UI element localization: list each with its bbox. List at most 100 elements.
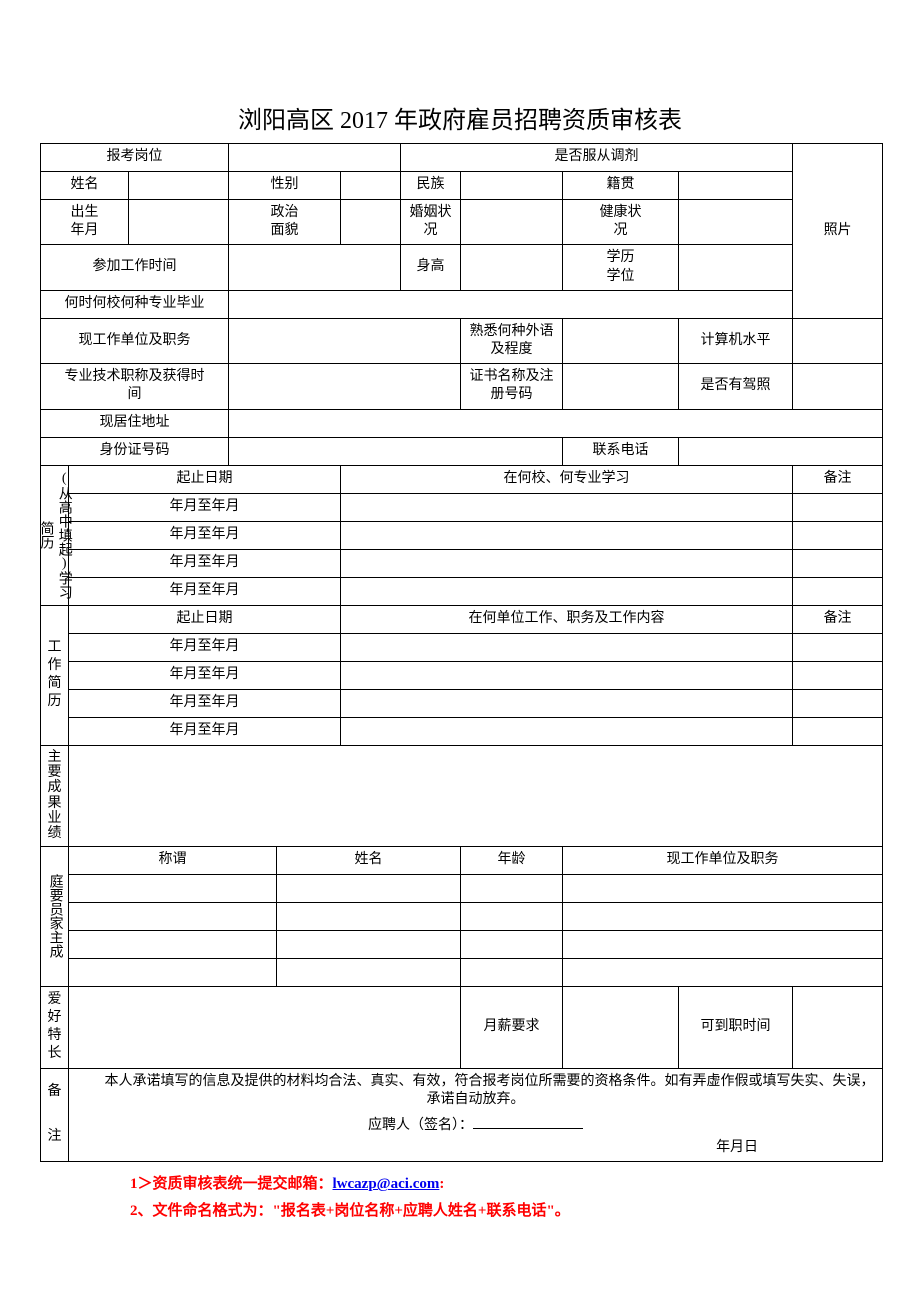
label-foreign-lang: 熟悉何种外语 及程度	[461, 318, 563, 363]
remarks-text: 本人承诺填写的信息及提供的材料均合法、真实、有效，符合报考岗位所需要的资格条件。…	[73, 1073, 878, 1109]
edu-row-where[interactable]	[341, 493, 793, 521]
field-id-no[interactable]	[229, 437, 563, 465]
edu-row-where[interactable]	[341, 549, 793, 577]
fam-row-name[interactable]	[277, 874, 461, 902]
field-current-unit[interactable]	[229, 318, 461, 363]
edu-row-period[interactable]: 年月至年月	[69, 521, 341, 549]
edu-header-remark: 备注	[793, 465, 883, 493]
edu-row-period[interactable]: 年月至年月	[69, 493, 341, 521]
label-id-no: 身份证号码	[41, 437, 229, 465]
label-obey-transfer: 是否服从调剂	[401, 144, 793, 172]
field-achievement[interactable]	[69, 745, 883, 846]
work-row-remark[interactable]	[793, 689, 883, 717]
label-current-unit: 现工作单位及职务	[41, 318, 229, 363]
label-achievement: 主要 成果 业绩	[41, 745, 69, 846]
fam-row-unit[interactable]	[563, 902, 883, 930]
label-salary: 月薪要求	[461, 986, 563, 1068]
work-row-where[interactable]	[341, 661, 793, 689]
page-title: 浏阳高区 2017 年政府雇员招聘资质审核表	[40, 100, 880, 135]
field-phone[interactable]	[679, 437, 883, 465]
signature-blank[interactable]	[473, 1115, 583, 1129]
fam-header-age: 年龄	[461, 846, 563, 874]
label-political: 政治 面貌	[229, 200, 341, 245]
label-grad-info: 何时何校何种专业毕业	[41, 290, 229, 318]
field-address[interactable]	[229, 409, 883, 437]
fam-row-name[interactable]	[277, 930, 461, 958]
fam-header-unit: 现工作单位及职务	[563, 846, 883, 874]
label-remarks: 备 注	[41, 1068, 69, 1162]
field-edu-degree[interactable]	[679, 245, 793, 290]
work-row-where[interactable]	[341, 633, 793, 661]
fam-row-name[interactable]	[277, 958, 461, 986]
edu-row-remark[interactable]	[793, 493, 883, 521]
fam-row-unit[interactable]	[563, 930, 883, 958]
edu-row-remark[interactable]	[793, 521, 883, 549]
work-row-period[interactable]: 年月至年月	[69, 633, 341, 661]
label-birth: 出生 年月	[41, 200, 129, 245]
edu-header-where: 在何校、何专业学习	[341, 465, 793, 493]
field-birth[interactable]	[129, 200, 229, 245]
work-row-remark[interactable]	[793, 661, 883, 689]
email-link[interactable]: lwcazp@aci.com	[333, 1176, 440, 1192]
fam-row-rel[interactable]	[69, 902, 277, 930]
field-pro-title[interactable]	[229, 364, 461, 409]
field-political[interactable]	[341, 200, 401, 245]
field-drive-license[interactable]	[793, 364, 883, 409]
field-native-place[interactable]	[679, 172, 793, 200]
fam-row-rel[interactable]	[69, 958, 277, 986]
field-hobby[interactable]	[69, 986, 461, 1068]
label-height: 身高	[401, 245, 461, 290]
work-row-where[interactable]	[341, 717, 793, 745]
field-cert[interactable]	[563, 364, 679, 409]
work-header-period: 起止日期	[69, 605, 341, 633]
work-row-period[interactable]: 年月至年月	[69, 689, 341, 717]
edu-row-where[interactable]	[341, 521, 793, 549]
work-row-period[interactable]: 年月至年月	[69, 661, 341, 689]
fam-row-age[interactable]	[461, 930, 563, 958]
field-gender[interactable]	[341, 172, 401, 200]
field-apply-position[interactable]	[229, 144, 401, 172]
footnote-1-prefix: 1＞资质审核表统一提交邮箱：	[130, 1176, 333, 1192]
field-name[interactable]	[129, 172, 229, 200]
label-marital: 婚姻状 况	[401, 200, 461, 245]
application-form-table: 报考岗位 是否服从调剂 照片 姓名 性别 民族 籍贯 出生 年月 政治 面貌 婚…	[40, 143, 883, 1162]
edu-header-period: 起止日期	[69, 465, 341, 493]
field-avail[interactable]	[793, 986, 883, 1068]
field-health[interactable]	[679, 200, 793, 245]
field-height[interactable]	[461, 245, 563, 290]
work-row-where[interactable]	[341, 689, 793, 717]
field-salary[interactable]	[563, 986, 679, 1068]
edu-row-where[interactable]	[341, 577, 793, 605]
work-row-remark[interactable]	[793, 633, 883, 661]
label-cert: 证书名称及注 册号码	[461, 364, 563, 409]
fam-row-unit[interactable]	[563, 874, 883, 902]
field-grad-info[interactable]	[229, 290, 793, 318]
date-stub: 年月日	[73, 1139, 878, 1157]
edu-row-remark[interactable]	[793, 577, 883, 605]
label-ethnicity: 民族	[401, 172, 461, 200]
fam-row-rel[interactable]	[69, 874, 277, 902]
fam-row-age[interactable]	[461, 958, 563, 986]
work-header-remark: 备注	[793, 605, 883, 633]
field-marital[interactable]	[461, 200, 563, 245]
fam-header-rel: 称谓	[69, 846, 277, 874]
fam-row-unit[interactable]	[563, 958, 883, 986]
field-work-start[interactable]	[229, 245, 401, 290]
fam-row-name[interactable]	[277, 902, 461, 930]
work-row-period[interactable]: 年月至年月	[69, 717, 341, 745]
work-row-remark[interactable]	[793, 717, 883, 745]
label-edu-section: (从高中填起)学习简历	[41, 465, 69, 605]
edu-row-period[interactable]: 年月至年月	[69, 549, 341, 577]
remarks-body: 本人承诺填写的信息及提供的材料均合法、真实、有效，符合报考岗位所需要的资格条件。…	[69, 1068, 883, 1162]
field-computer[interactable]	[793, 318, 883, 363]
label-native-place: 籍贯	[563, 172, 679, 200]
field-foreign-lang[interactable]	[563, 318, 679, 363]
fam-row-rel[interactable]	[69, 930, 277, 958]
label-address: 现居住地址	[41, 409, 229, 437]
edu-row-remark[interactable]	[793, 549, 883, 577]
fam-row-age[interactable]	[461, 902, 563, 930]
edu-row-period[interactable]: 年月至年月	[69, 577, 341, 605]
photo-box: 照片	[793, 144, 883, 319]
field-ethnicity[interactable]	[461, 172, 563, 200]
fam-row-age[interactable]	[461, 874, 563, 902]
